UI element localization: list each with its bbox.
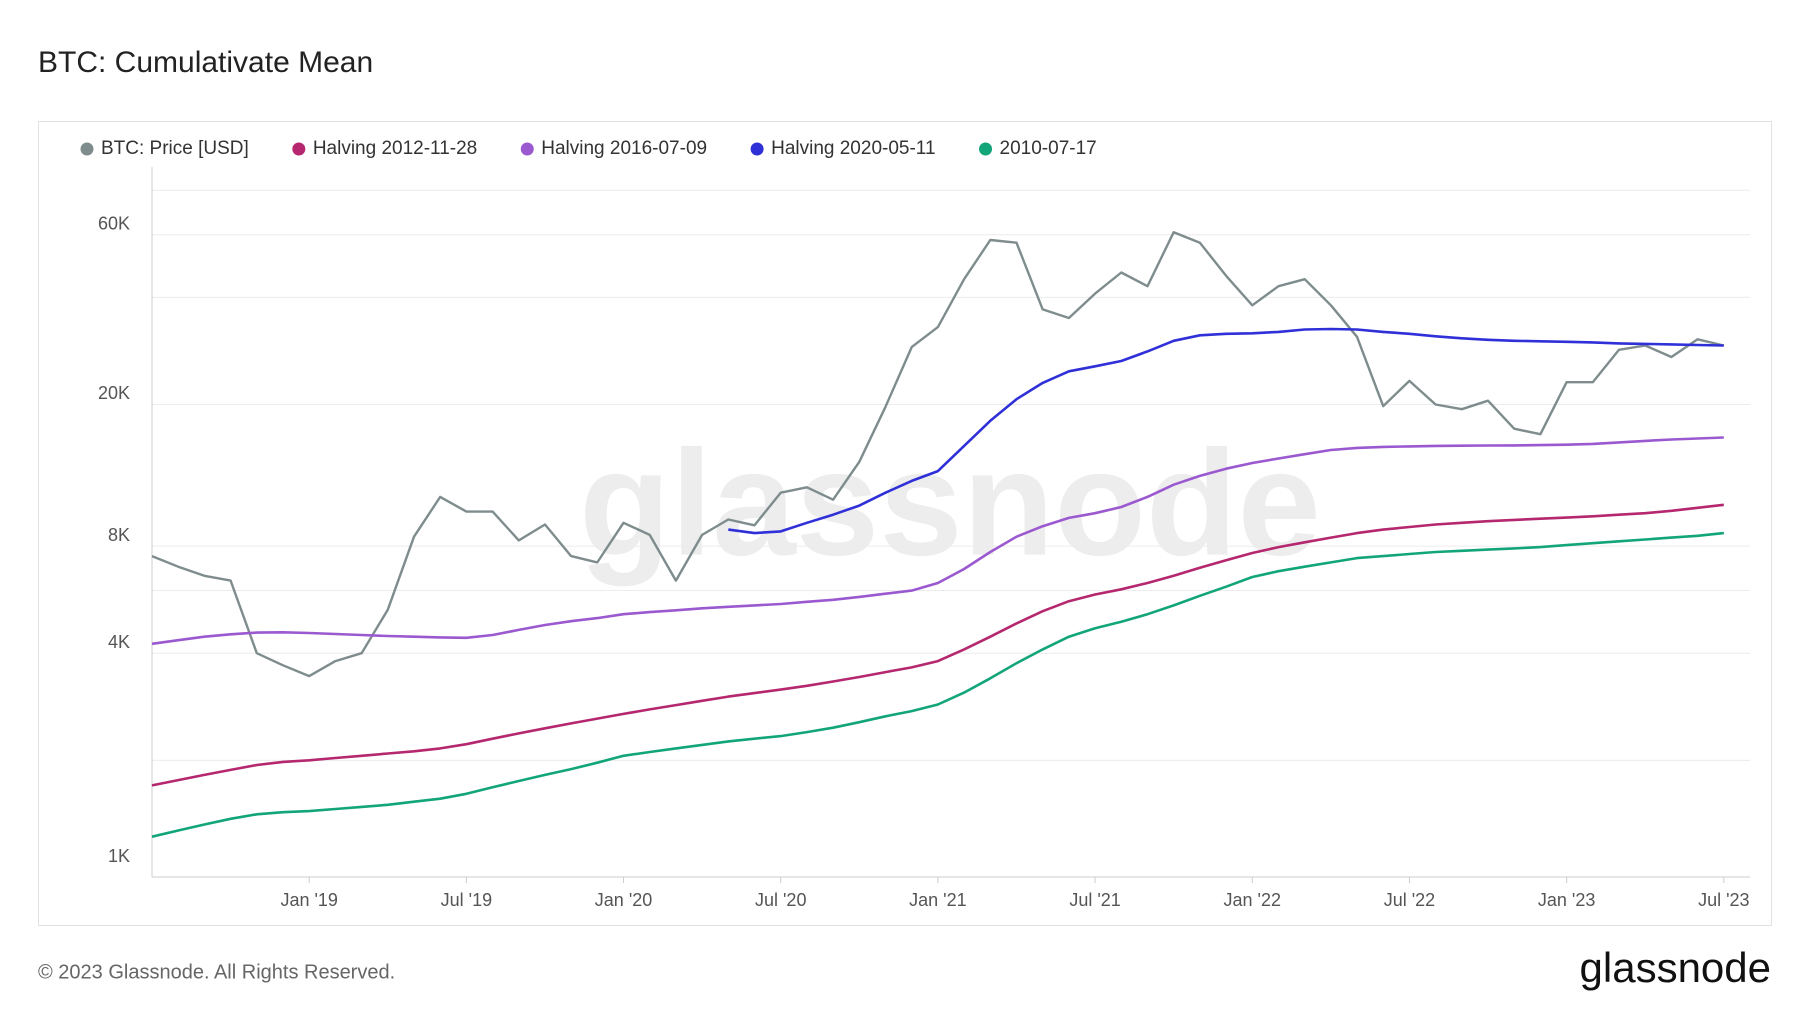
y-tick-label: 8K <box>108 525 130 545</box>
legend-label: BTC: Price [USD] <box>101 138 249 159</box>
grid: 1K 4K 8K 20K 60K Jan '19 Jul '19 Jan '20 Jul '20… <box>98 167 1750 910</box>
series-line <box>151 231 1725 678</box>
series-line <box>151 436 1724 646</box>
x-tick-label: Jul '19 <box>441 890 492 910</box>
series-line <box>151 503 1724 787</box>
chart-frame <box>38 121 1772 926</box>
legend-label: 2010-07-17 <box>1000 138 1097 159</box>
legend-marker <box>520 142 534 156</box>
chart-title: BTC: Cumulativate Mean <box>38 46 373 79</box>
y-tick-label: 20K <box>98 383 130 403</box>
y-tick-label: 4K <box>108 632 130 652</box>
legend-label: Halving 2020-05-11 <box>771 138 935 159</box>
x-tick-label: Jan '20 <box>595 890 652 910</box>
x-tick-label: Jul '20 <box>755 890 806 910</box>
legend: BTC: Price [USD] Halving 2012-11-28 Halvin… <box>80 138 1097 159</box>
series-line <box>151 531 1724 838</box>
y-tick-label: 60K <box>98 213 130 233</box>
x-tick-label: Jan '23 <box>1538 890 1595 910</box>
legend-marker <box>979 142 993 156</box>
watermark: glassnode <box>579 419 1321 587</box>
x-tick-label: Jul '21 <box>1069 890 1120 910</box>
legend-label: Halving 2016-07-09 <box>541 138 707 159</box>
legend-marker <box>292 142 306 156</box>
x-tick-label: Jan '19 <box>280 890 337 910</box>
y-tick-label: 1K <box>108 846 130 866</box>
x-tick-label: Jan '21 <box>909 890 966 910</box>
legend-marker <box>80 142 94 156</box>
legend-marker <box>750 142 764 156</box>
logo: glassnode <box>1580 944 1771 991</box>
x-tick-label: Jan '22 <box>1224 890 1281 910</box>
footer: © 2023 Glassnode. All Rights Reserved. <box>38 961 395 983</box>
x-tick-label: Jul '23 <box>1698 890 1749 910</box>
legend-label: Halving 2012-11-28 <box>313 138 477 159</box>
lines <box>151 231 1725 838</box>
series-line <box>728 327 1724 535</box>
x-tick-label: Jul '22 <box>1384 890 1435 910</box>
